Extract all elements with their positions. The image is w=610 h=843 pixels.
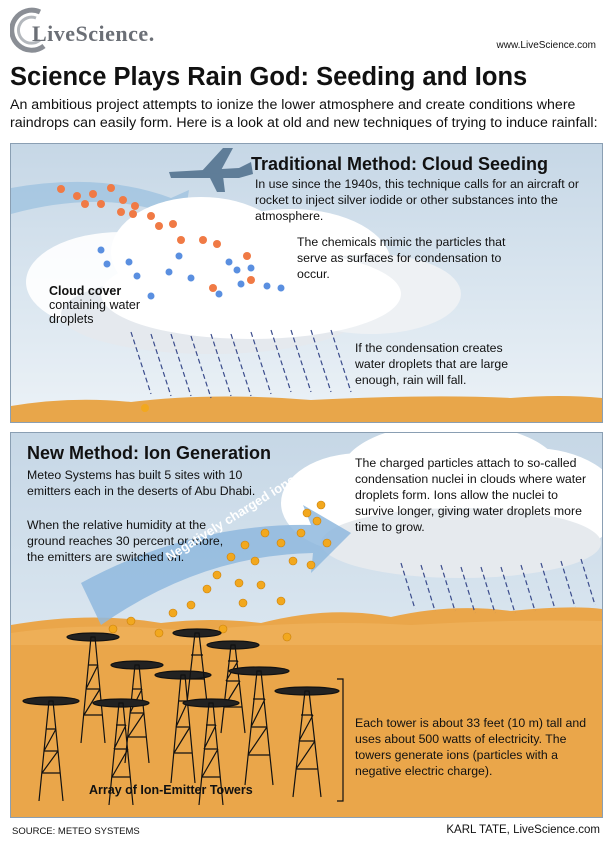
ground-droplet: [141, 404, 149, 412]
sites-text: Meteo Systems has built 5 sites with 10 …: [27, 468, 256, 498]
rain-note: If the condensation creates water drople…: [355, 341, 509, 387]
cloud-cover-label-rest: containing water droplets: [49, 298, 141, 326]
tower-array-label: Array of Ion-Emitter Towers: [89, 783, 253, 797]
tower-icon: [66, 632, 120, 744]
rain-streaks: [130, 329, 352, 399]
traditional-method-title: Traditional Method: Cloud Seeding: [251, 154, 548, 174]
desert-ground: [11, 607, 602, 817]
tower-icon: [22, 696, 80, 802]
tower-icon: [182, 698, 240, 806]
height-bracket: [337, 678, 344, 802]
silver-iodide-particles: [57, 184, 255, 292]
page-title: Science Plays Rain God: Seeding and Ions: [10, 63, 528, 91]
desert-ground: [11, 396, 602, 422]
ion-flow-arrow: [81, 505, 351, 625]
chemicals-note: The chemicals mimic the particles that s…: [297, 235, 506, 281]
tower-spec-text: Each tower is about 33 feet (10 m) tall …: [355, 716, 587, 778]
source-credit: SOURCE: METEO SYSTEMS: [12, 826, 140, 837]
rain-cloud: [26, 197, 461, 354]
negative-ion-particles: [108, 500, 332, 642]
ion-generation-panel: New Method: Ion Generation Meteo Systems…: [10, 432, 603, 818]
livescience-logo: LiveScience.: [10, 6, 160, 58]
tower-icon: [274, 686, 340, 798]
cloud-seeding-panel: Traditional Method: Cloud Seeding In use…: [10, 143, 603, 423]
logo-swoosh-icon: [10, 7, 46, 53]
condensation-nuclei-text: The charged particles attach to so-calle…: [355, 456, 587, 534]
ion-rain-streaks: [400, 558, 596, 614]
cloud-seeding-illustration: [11, 148, 602, 422]
water-droplet-particles: [97, 246, 285, 300]
site-url[interactable]: www.LiveScience.com: [496, 40, 596, 51]
cloud-cover-label: Cloud cover containing water droplets: [49, 284, 159, 326]
flight-path-arrow: [11, 181, 189, 240]
tower-icon: [228, 666, 290, 786]
tower-icon: [206, 640, 260, 734]
traditional-description: In use since the 1940s, this technique c…: [255, 177, 579, 223]
aircraft-icon: [169, 148, 253, 192]
logo-text: LiveScience.: [32, 21, 155, 46]
ion-emitter-towers: [22, 628, 340, 806]
author-credit: KARL TATE, LiveScience.com: [446, 824, 600, 836]
tower-icon: [92, 698, 150, 806]
tower-icon: [154, 670, 212, 784]
ion-generation-illustration: [11, 433, 602, 817]
tower-icon: [172, 628, 222, 704]
intro-text: An ambitious project attempts to ionize …: [10, 97, 598, 131]
humidity-text: When the relative humidity at the ground…: [27, 518, 224, 564]
ion-method-title: New Method: Ion Generation: [27, 443, 272, 463]
cloud-cover-label-bold: Cloud cover: [49, 284, 122, 298]
tower-icon: [110, 660, 164, 764]
